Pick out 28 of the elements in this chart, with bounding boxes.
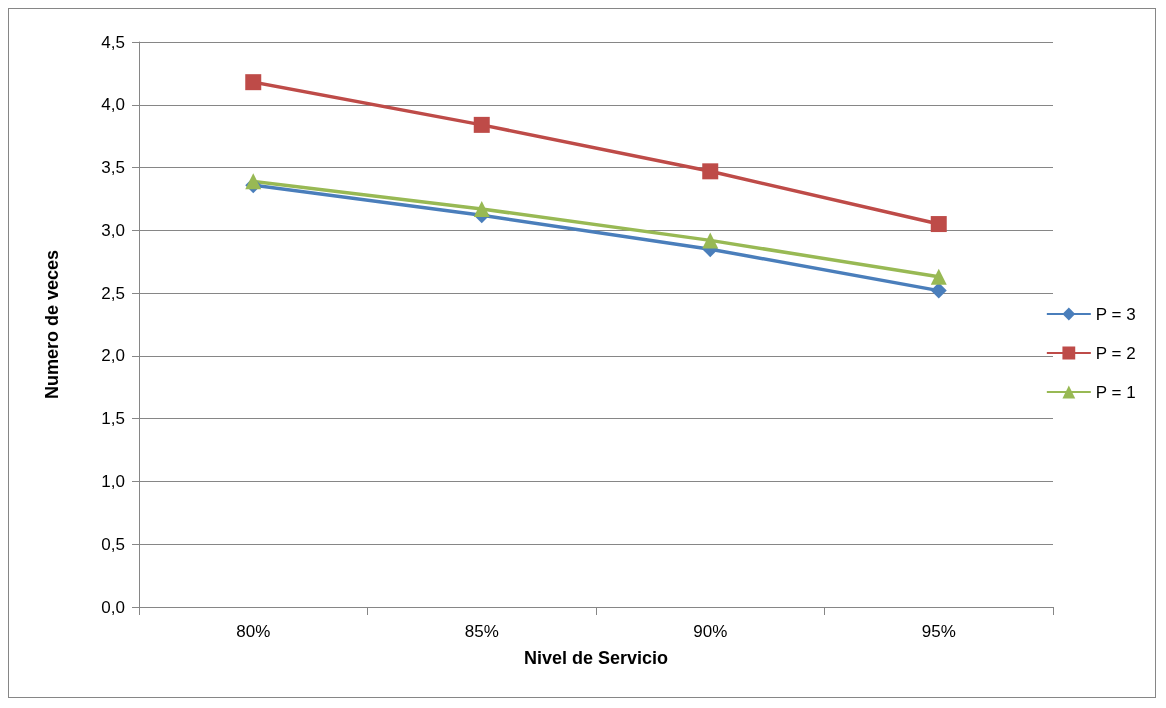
x-tick-label: 80%: [236, 622, 271, 641]
point: [473, 116, 490, 133]
y-tick-label: 1,0: [101, 471, 125, 491]
y-tick-label: 2,5: [101, 283, 125, 303]
y-tick-label: 4,5: [101, 32, 125, 52]
point: [930, 268, 947, 285]
legend-label: P = 1: [1095, 382, 1136, 402]
x-tick-label: 85%: [464, 622, 499, 641]
y-tick-label: 0,5: [101, 534, 125, 554]
point: [930, 216, 947, 233]
legend-label: P = 3: [1095, 304, 1136, 324]
x-tick-label: 95%: [921, 622, 956, 641]
point: [245, 74, 262, 91]
y-tick-label: 0,0: [101, 597, 125, 617]
y-tick-label: 3,0: [101, 220, 125, 240]
point: [930, 282, 947, 299]
legend-label: P = 2: [1095, 343, 1136, 363]
point: [702, 163, 719, 180]
point: [702, 232, 719, 249]
x-axis-title: Nivel de Servicio: [523, 648, 669, 668]
y-axis-title: Numero de veces: [42, 249, 62, 400]
x-tick-label: 90%: [693, 622, 728, 641]
point: [245, 173, 262, 190]
y-tick-label: 1,5: [101, 409, 125, 429]
y-tick-label: 2,0: [101, 346, 125, 366]
y-tick-label: 3,5: [101, 158, 125, 178]
y-tick-label: 4,0: [101, 95, 125, 115]
point: [473, 200, 490, 217]
